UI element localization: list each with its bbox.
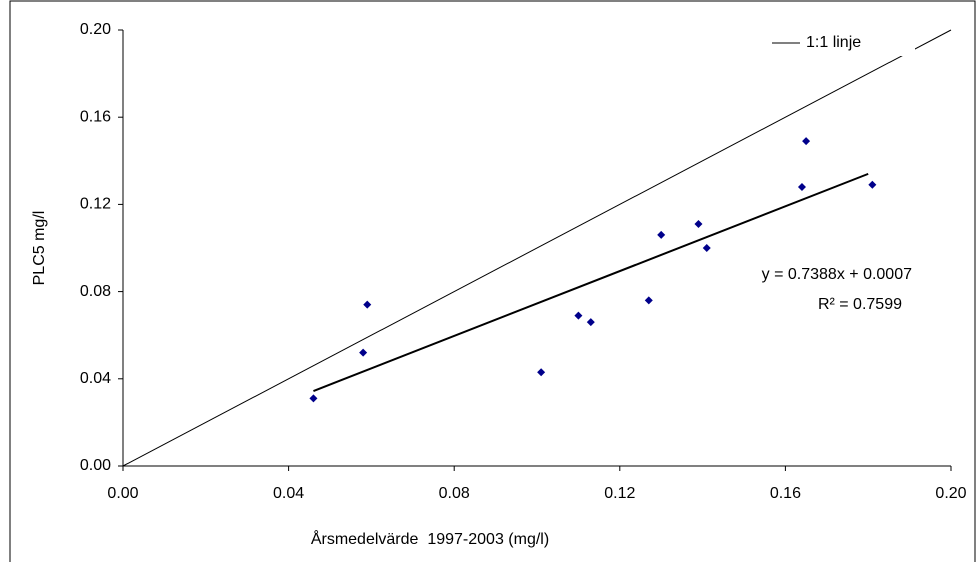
x-tick-label: 0.04 <box>273 485 304 502</box>
y-tick-label: 0.00 <box>80 457 111 474</box>
x-tick-label: 0.12 <box>604 485 635 502</box>
y-tick-label: 0.08 <box>80 283 111 300</box>
r-squared: R² = 0.7599 <box>818 296 902 313</box>
data-point <box>868 180 877 189</box>
data-point <box>359 348 368 357</box>
legend-label: 1:1 linje <box>806 34 861 51</box>
y-axis-title: PLC5 mg/l <box>31 211 48 286</box>
data-point <box>363 300 372 309</box>
chart-frame <box>9 0 976 562</box>
data-point <box>694 220 703 229</box>
x-tick-label: 0.20 <box>935 485 966 502</box>
data-point <box>309 394 318 403</box>
data-point <box>702 244 711 252</box>
x-tick-label: 0.00 <box>107 485 138 502</box>
reference-line <box>122 29 952 467</box>
data-point <box>802 137 811 146</box>
y-tick-label: 0.12 <box>80 196 111 213</box>
y-tick-label: 0.04 <box>80 370 111 387</box>
trend-equation: y = 0.7388x + 0.0007 <box>762 266 912 283</box>
data-point <box>574 311 583 320</box>
data-point <box>537 368 546 377</box>
trend-line <box>313 172 869 392</box>
data-point <box>797 182 806 191</box>
data-point <box>657 230 666 239</box>
data-point <box>644 296 653 305</box>
x-tick-label: 0.16 <box>770 485 801 502</box>
x-tick-label: 0.08 <box>439 485 470 502</box>
data-point <box>586 318 595 327</box>
y-tick-label: 0.20 <box>80 21 111 38</box>
x-axis-title: Årsmedelvärde 1997-2003 (mg/l) <box>311 529 549 548</box>
y-tick-label: 0.16 <box>80 108 111 125</box>
